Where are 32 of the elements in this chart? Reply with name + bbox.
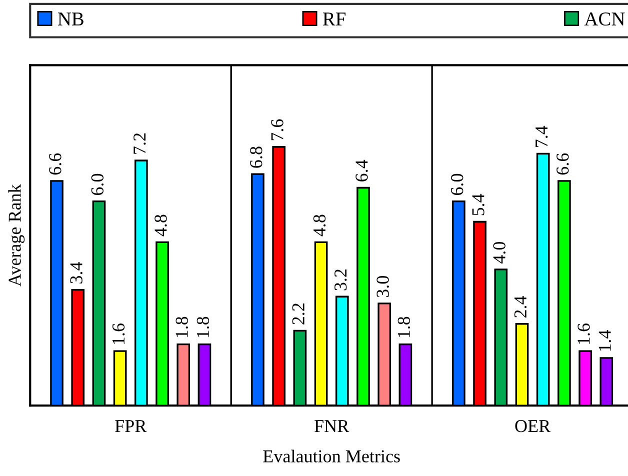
data-label: 3.2 <box>334 270 347 290</box>
data-label: 6.6 <box>49 153 62 175</box>
data-label: 2.4 <box>514 296 527 318</box>
x-tick-label: FNR <box>314 420 350 432</box>
data-label: 1.8 <box>398 316 410 338</box>
y-axis-title: Average Rank <box>8 184 25 286</box>
data-label: 4.0 <box>493 242 506 264</box>
data-label: 6.4 <box>356 160 368 182</box>
data-label: 1.4 <box>598 330 611 351</box>
x-axis-title: Evalaution Metrics <box>263 450 400 462</box>
data-label: 7.4 <box>536 126 548 147</box>
legend-label: NB <box>58 12 84 26</box>
legend-label: ACN <box>584 12 625 26</box>
data-label: 6.0 <box>91 174 104 196</box>
legend-label: RF <box>322 12 346 26</box>
x-tick-label: FPR <box>115 420 147 432</box>
data-label: 3.4 <box>70 262 82 284</box>
data-label: 1.8 <box>176 316 188 338</box>
data-label: 2.2 <box>292 304 305 324</box>
data-label: 6.8 <box>250 146 262 168</box>
data-label: 7.6 <box>271 119 284 140</box>
data-label: 1.6 <box>578 324 590 344</box>
data-label: 4.8 <box>154 214 167 236</box>
x-tick-label: OER <box>515 420 551 432</box>
data-label: 4.8 <box>313 214 326 236</box>
data-label: 1.8 <box>196 316 210 338</box>
data-label: 3.0 <box>376 276 389 298</box>
data-label: 1.6 <box>112 324 125 344</box>
data-label: 5.4 <box>472 194 484 216</box>
data-label: 6.6 <box>556 153 569 175</box>
data-label: 6.0 <box>451 174 464 196</box>
data-label: 7.2 <box>134 133 146 154</box>
